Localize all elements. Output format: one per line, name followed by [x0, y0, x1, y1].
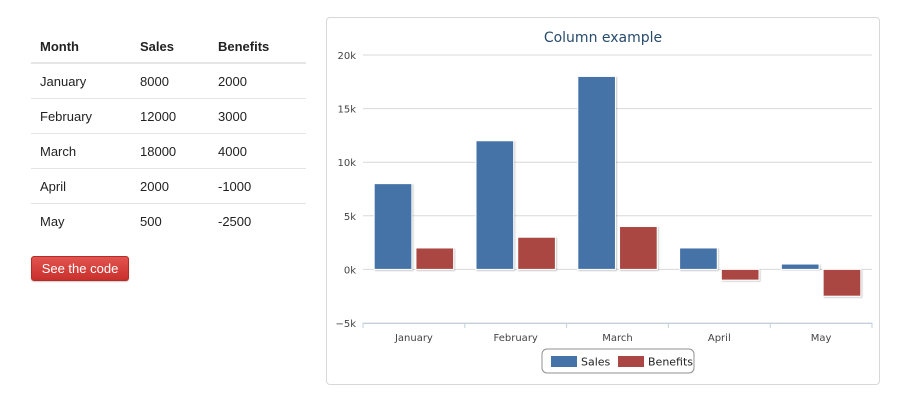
cell-benefits: 4000: [209, 133, 306, 169]
cell-month: April: [31, 168, 131, 204]
chart-panel: 20k 15k 10k 5k 0k −5k January February March Apri…: [326, 17, 880, 385]
cell-benefits: -2500: [218, 213, 252, 229]
cell-month: February: [31, 98, 131, 134]
table-header-row: Month Sales Benefits: [31, 30, 306, 64]
legend-swatch-benefits: [618, 356, 644, 367]
cell-sales: 500: [140, 213, 162, 229]
cell-sales: 12000: [131, 98, 209, 134]
bar-sales-march[interactable]: [577, 75, 616, 270]
header-month: Month: [31, 30, 131, 64]
cell-month: January: [31, 63, 131, 99]
y-tick-label: 0k: [344, 265, 356, 276]
y-tick-label: −5k: [335, 319, 356, 330]
x-tick-label: March: [602, 333, 632, 344]
table-row: February 12000 3000: [31, 98, 306, 134]
bar-sales-april[interactable]: [679, 247, 718, 270]
x-tick-label: January: [394, 333, 433, 344]
table-row: April 2000 -1000: [31, 168, 306, 204]
cell-month: March: [31, 133, 131, 169]
bar-sales-february[interactable]: [475, 140, 515, 270]
cell-month: May: [40, 213, 65, 229]
bar-sales-may[interactable]: [780, 263, 820, 270]
bar-benefits-april[interactable]: [720, 268, 760, 281]
cell-benefits: 3000: [209, 98, 306, 134]
y-tick-label: 10k: [337, 158, 356, 169]
header-benefits: Benefits: [209, 30, 306, 64]
x-tick-label: May: [811, 333, 832, 344]
cell-sales: 8000: [131, 63, 209, 99]
x-tick-label: February: [494, 333, 538, 344]
chart-title: Column example: [544, 30, 662, 46]
table-row: March 18000 4000: [31, 133, 306, 169]
y-tick-label: 15k: [337, 105, 356, 116]
bar-sales-january[interactable]: [373, 183, 413, 270]
legend-swatch-sales: [551, 356, 577, 367]
cell-sales: 2000: [131, 168, 209, 204]
column-chart: 20k 15k 10k 5k 0k −5k January February March Apri…: [335, 30, 873, 374]
table-row: May 500 -2500: [31, 204, 306, 239]
cell-sales: 18000: [131, 133, 209, 169]
legend: Sales Benefits: [541, 348, 695, 374]
data-table: Month Sales Benefits January 8000 2000 F…: [31, 30, 306, 238]
bar-benefits-may[interactable]: [822, 268, 862, 297]
cell-benefits: 2000: [209, 63, 306, 99]
see-the-code-button[interactable]: See the code: [31, 256, 129, 281]
cell-benefits: -1000: [209, 168, 306, 204]
y-tick-label: 5k: [344, 212, 356, 223]
bar-benefits-march[interactable]: [619, 226, 658, 270]
bar-benefits-january[interactable]: [415, 247, 455, 270]
header-sales: Sales: [131, 30, 209, 64]
table-row: January 8000 2000: [31, 63, 306, 99]
x-tick-label: April: [708, 333, 731, 344]
legend-label-sales[interactable]: Sales: [581, 356, 611, 369]
y-tick-label: 20k: [337, 51, 356, 62]
legend-label-benefits[interactable]: Benefits: [648, 356, 693, 369]
bar-benefits-february[interactable]: [517, 236, 556, 270]
